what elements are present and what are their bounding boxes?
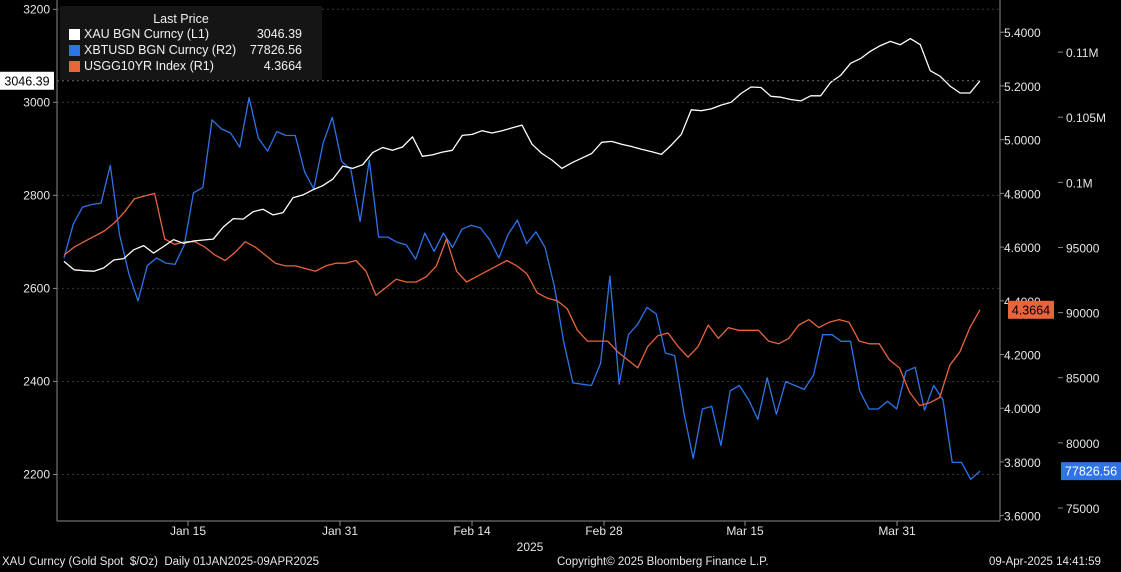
left-tick-label-1: 2400 — [23, 374, 50, 388]
footer-copyright: Copyright© 2025 Bloomberg Finance L.P. — [557, 556, 769, 568]
legend-item-xau: XAU BGN Curncy (L1) 3046.39 — [60, 26, 322, 42]
left-tick-label-0: 2200 — [23, 467, 50, 481]
legend-swatch-xbt — [69, 45, 80, 56]
legend-header: Last Price — [153, 12, 209, 26]
legend-value-xbt: 77826.56 — [249, 43, 302, 57]
r1-tick-label-2: 4.0000 — [1004, 402, 1041, 416]
x-tick-label-2: Feb 14 — [453, 524, 491, 538]
footer-description: XAU Curncy (Gold Spot $/Oz) Daily 01JAN2… — [2, 556, 320, 568]
legend-item-us10y: USGG10YR Index (R1) 4.3664 — [60, 58, 322, 74]
legend-swatch-us10y — [69, 61, 80, 72]
r2-tick-label-0: 75000 — [1066, 502, 1100, 516]
r1-tick-label-1: 3.8000 — [1004, 456, 1041, 470]
xbt-last-price-tag — [1061, 462, 1121, 481]
x-year-label: 2025 — [517, 540, 544, 554]
series-line-0 — [63, 37, 981, 272]
r2-tick-label-3: 90000 — [1066, 307, 1100, 321]
legend: Last Price XAU BGN Curncy (L1) 3046.39 X… — [60, 6, 322, 80]
left-tick-label-3: 2800 — [23, 188, 50, 202]
us10y-last-price-label: 4.3664 — [1012, 303, 1050, 317]
r1-tick-label-5: 4.6000 — [1004, 241, 1041, 255]
xau-last-price-label: 3046.39 — [4, 74, 49, 88]
xau-last-price-tag — [0, 71, 54, 90]
r2-tick-label-2: 85000 — [1066, 372, 1100, 386]
xbt-last-price-label: 77826.56 — [1065, 465, 1117, 479]
r2-tick-label-4: 95000 — [1066, 241, 1100, 255]
r2-tick-label-7: 0.11M — [1066, 46, 1098, 60]
legend-value-us10y: 4.3664 — [263, 59, 302, 73]
r1-tick-label-7: 5.0000 — [1004, 134, 1041, 148]
series-line-1 — [63, 97, 981, 480]
left-tick-label-2: 2600 — [23, 281, 50, 295]
left-tick-label-5: 3200 — [23, 2, 50, 16]
r1-tick-label-6: 4.8000 — [1004, 187, 1041, 201]
legend-swatch-xau — [69, 29, 80, 40]
x-tick-label-1: Jan 31 — [322, 524, 358, 538]
r2-tick-label-1: 80000 — [1066, 437, 1100, 451]
x-tick-label-5: Mar 31 — [878, 524, 916, 538]
r1-tick-label-8: 5.2000 — [1004, 80, 1041, 94]
legend-item-xbt: XBTUSD BGN Curncy (R2) 77826.56 — [60, 42, 322, 58]
legend-label-us10y: USGG10YR Index (R1) — [84, 59, 214, 73]
r1-tick-label-9: 5.4000 — [1004, 26, 1041, 40]
legend-value-xau: 3046.39 — [256, 27, 302, 41]
r1-tick-label-0: 3.6000 — [1004, 510, 1041, 524]
us10y-last-price-tag — [1008, 300, 1054, 319]
legend-label-xau: XAU BGN Curncy (L1) — [84, 27, 210, 41]
x-tick-label-0: Jan 15 — [170, 524, 206, 538]
r2-tick-label-5: 0.1M — [1066, 176, 1093, 190]
r1-tick-label-3: 4.2000 — [1004, 348, 1041, 362]
r2-tick-label-6: 0.105M — [1066, 111, 1106, 125]
x-tick-label-4: Mar 15 — [726, 524, 764, 538]
footer-timestamp: 09-Apr-2025 14:41:59 — [989, 556, 1101, 568]
series-line-2 — [63, 192, 981, 407]
left-tick-label-4: 3000 — [23, 95, 50, 109]
legend-label-xbt: XBTUSD BGN Curncy (R2) — [84, 43, 237, 57]
x-tick-label-3: Feb 28 — [585, 524, 623, 538]
